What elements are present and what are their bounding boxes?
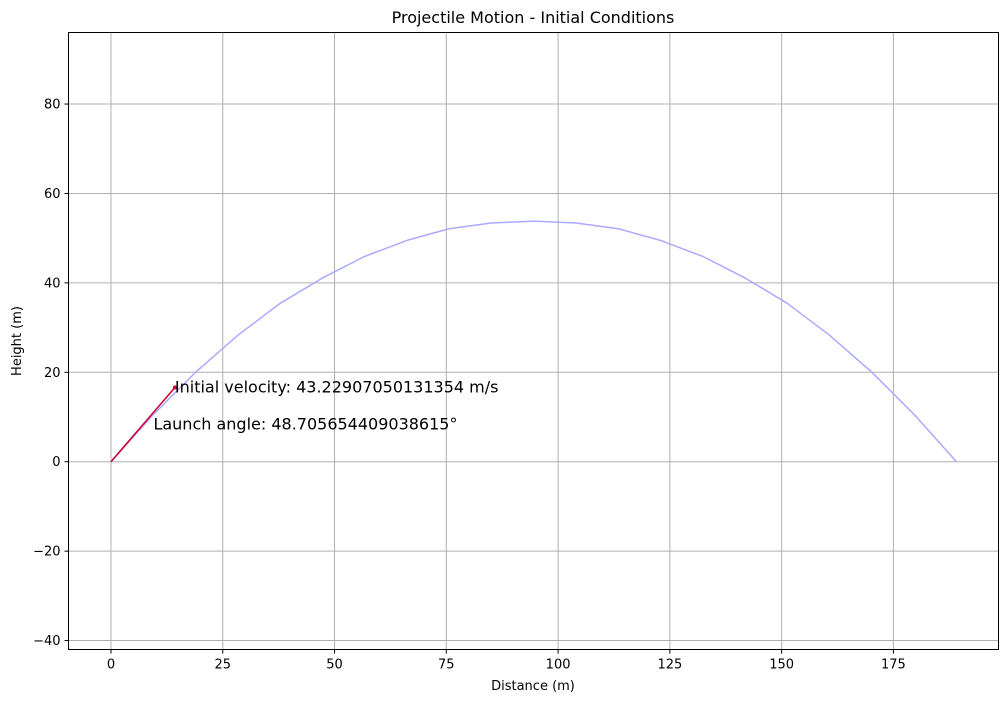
velocity-annotation: Initial velocity: 43.22907050131354 m/s	[175, 377, 499, 396]
x-tick-label: 125	[657, 658, 682, 673]
x-tick-label: 75	[438, 658, 455, 673]
x-axis-label: Distance (m)	[491, 679, 575, 694]
plot-frame	[68, 32, 999, 650]
x-tick-label: 0	[107, 658, 115, 673]
chart-title: Projectile Motion - Initial Conditions	[392, 8, 675, 27]
velocity-vector-head	[172, 385, 177, 390]
velocity-vector	[110, 387, 176, 463]
x-tick-label: 150	[769, 658, 794, 673]
y-tick-label: −40	[33, 634, 60, 649]
angle-annotation: Launch angle: 48.705654409038615°	[153, 415, 457, 434]
x-tick-label: 175	[881, 658, 906, 673]
tick-layer: 0 25 50 75 100 125 150 175 −40 −20 0 20 40 60 80	[33, 98, 906, 673]
trajectory-line	[110, 220, 958, 463]
x-tick-label: 100	[546, 658, 571, 673]
x-tick-label: 25	[214, 658, 231, 673]
annotation-layer: Initial velocity: 43.22907050131354 m/s L…	[153, 377, 498, 433]
y-tick-label: 40	[44, 276, 61, 291]
y-tick-label: 80	[44, 98, 61, 113]
y-tick-label: 60	[44, 187, 61, 202]
grid-layer	[68, 32, 999, 650]
plot-layer	[110, 220, 958, 463]
y-axis-label: Height (m)	[10, 306, 25, 376]
y-tick-label: −20	[33, 545, 60, 560]
y-tick-label: 20	[44, 366, 61, 381]
y-tick-label: 0	[52, 455, 60, 470]
x-tick-label: 50	[326, 658, 343, 673]
